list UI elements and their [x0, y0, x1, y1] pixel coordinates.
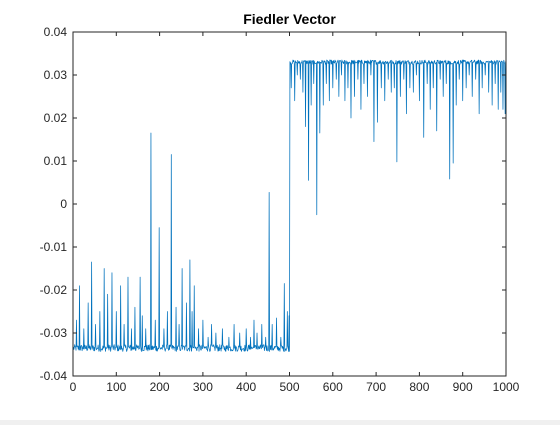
x-tick-label: 300: [193, 380, 213, 394]
x-tick-label: 1000: [493, 380, 520, 394]
y-tick-label: -0.03: [40, 326, 68, 340]
x-tick-label: 600: [323, 380, 343, 394]
y-tick-label: 0.04: [44, 25, 68, 39]
y-tick-label: -0.02: [40, 283, 68, 297]
x-tick-label: 700: [366, 380, 386, 394]
y-tick-label: -0.04: [40, 369, 68, 383]
chart-title: Fiedler Vector: [243, 11, 336, 27]
fiedler-series-line: [73, 59, 507, 352]
y-tick-label: 0.02: [44, 111, 68, 125]
x-tick-label: 500: [279, 380, 299, 394]
x-tick-label: 900: [453, 380, 473, 394]
axis-layer: 0 100 200 300 400 500 600 700 800 900 1000 -0.04 -0.…: [40, 25, 520, 394]
data-layer: [73, 59, 507, 352]
x-tick-label: 200: [150, 380, 170, 394]
y-tick-label: 0.03: [44, 68, 68, 82]
y-tick-label: -0.01: [40, 240, 68, 254]
x-tick-label: 800: [409, 380, 429, 394]
x-tick-label: 100: [106, 380, 126, 394]
y-tick-label: 0: [60, 197, 67, 211]
axes-box: [72, 31, 507, 377]
x-tick-label: 0: [70, 380, 77, 394]
x-tick-label: 400: [236, 380, 256, 394]
y-tick-label: 0.01: [44, 154, 68, 168]
